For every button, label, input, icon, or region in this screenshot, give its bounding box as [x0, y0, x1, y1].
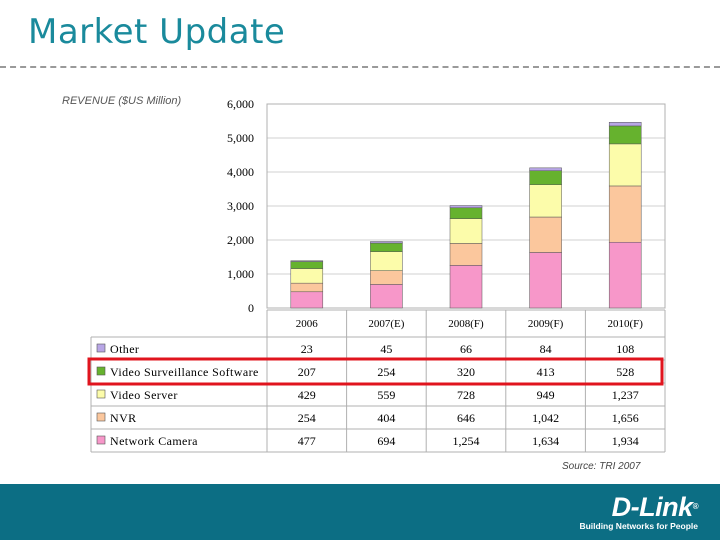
table-data-cell: 1,634: [532, 434, 559, 448]
table-data-cell: 413: [537, 365, 555, 379]
logo-registered-mark: ®: [692, 502, 699, 511]
table-data-cell: 1,042: [532, 411, 559, 425]
table-header-cell: 2009(F): [528, 318, 564, 330]
bar-segment: [449, 205, 483, 209]
legend-swatch: [96, 343, 106, 353]
legend-label: Video Surveillance Software: [110, 365, 259, 379]
bar-segment: [529, 167, 562, 171]
logo-wordmark: D-Link: [611, 492, 694, 522]
bar-segment: [370, 251, 403, 271]
table-data-cell: 646: [457, 411, 475, 425]
bar-segment: [449, 218, 483, 244]
data-table: 2006 2007(E) 2008(F) 2009(F) 2010(F) Other 23 4…: [90, 309, 666, 453]
table-data-cell: 254: [298, 411, 316, 425]
bar-segment: [449, 207, 483, 219]
bar-segment: [608, 125, 642, 145]
table-data-cell: 1,254: [453, 434, 480, 448]
bar-segment: [529, 252, 562, 309]
table-header-cell: 2007(E): [368, 318, 404, 330]
table-data-cell: 23: [301, 342, 313, 356]
bar-segment: [370, 284, 403, 309]
table-data-cell: 1,237: [612, 388, 639, 402]
table-data-cell: 404: [377, 411, 395, 425]
table-data-cell: 254: [377, 365, 395, 379]
legend-swatch: [96, 389, 106, 399]
bar-segment: [290, 291, 324, 309]
table-data-cell: 66: [460, 342, 472, 356]
legend-label: Network Camera: [110, 434, 198, 448]
bar-segment: [608, 185, 642, 243]
y-tick-label: 4,000: [227, 165, 254, 179]
table-data-cell: 429: [298, 388, 316, 402]
table-data-cell: 694: [377, 434, 395, 448]
bar-segment: [608, 143, 642, 187]
bar-segment: [529, 184, 562, 218]
legend-swatch: [96, 366, 106, 376]
bar-segment: [608, 241, 642, 309]
table-data-cell: 949: [537, 388, 555, 402]
bar-segment: [290, 260, 324, 262]
legend-label: Other: [110, 342, 139, 356]
table-header-cell: 2008(F): [448, 318, 484, 330]
bar-segment: [370, 270, 403, 285]
table-data-cell: 320: [457, 365, 475, 379]
table-data-cell: 477: [298, 434, 316, 448]
bar-segment: [370, 241, 403, 244]
table-data-cell: 559: [377, 388, 395, 402]
bar-segment: [529, 216, 562, 253]
y-tick-label: 3,000: [227, 199, 254, 213]
bar-segment: [290, 282, 324, 293]
dlink-logo: D-Link® Building Networks for People: [579, 493, 698, 532]
slide-title: Market Update: [28, 12, 286, 52]
title-divider: [0, 66, 720, 68]
logo-tagline: Building Networks for People: [579, 521, 698, 531]
y-tick-label: 0: [248, 301, 254, 315]
footer-bar: D-Link® Building Networks for People: [0, 484, 720, 540]
y-tick-label: 6,000: [227, 97, 254, 111]
table-data-cell: 1,934: [612, 434, 639, 448]
bar-segment: [370, 242, 403, 252]
table-data-cell: 207: [298, 365, 316, 379]
table-data-cell: 528: [616, 365, 634, 379]
bar-segment: [529, 170, 562, 185]
legend-swatch: [96, 412, 106, 422]
table-header-cell: 2006: [296, 318, 319, 330]
legend-label: Video Server: [110, 388, 178, 402]
table-data-cell: 45: [380, 342, 392, 356]
y-axis-label: REVENUE ($US Million): [62, 95, 182, 107]
table-header-cell: 2010(F): [607, 318, 643, 330]
chart-bars: [290, 122, 642, 309]
bar-segment: [608, 122, 642, 127]
table-data-cell: 1,656: [612, 411, 639, 425]
bar-segment: [290, 268, 324, 284]
table-data-cell: 728: [457, 388, 475, 402]
table-data-cell: 84: [540, 342, 552, 356]
legend-label: NVR: [110, 411, 137, 425]
bar-segment: [449, 243, 483, 266]
y-tick-label: 1,000: [227, 267, 254, 281]
revenue-chart: 0 1,000 2,000 3,000 4,000 5,000 6,000 2006 2007…: [87, 97, 666, 453]
bar-segment: [449, 265, 483, 309]
highlight-box: [87, 357, 664, 386]
y-tick-label: 2,000: [227, 233, 254, 247]
y-tick-labels: 0 1,000 2,000 3,000 4,000 5,000 6,000: [227, 97, 254, 315]
y-tick-label: 5,000: [227, 131, 254, 145]
source-note: Source: TRI 2007: [562, 461, 641, 472]
bar-segment: [290, 261, 324, 269]
table-data-cell: 108: [616, 342, 634, 356]
legend-swatch: [96, 435, 106, 445]
